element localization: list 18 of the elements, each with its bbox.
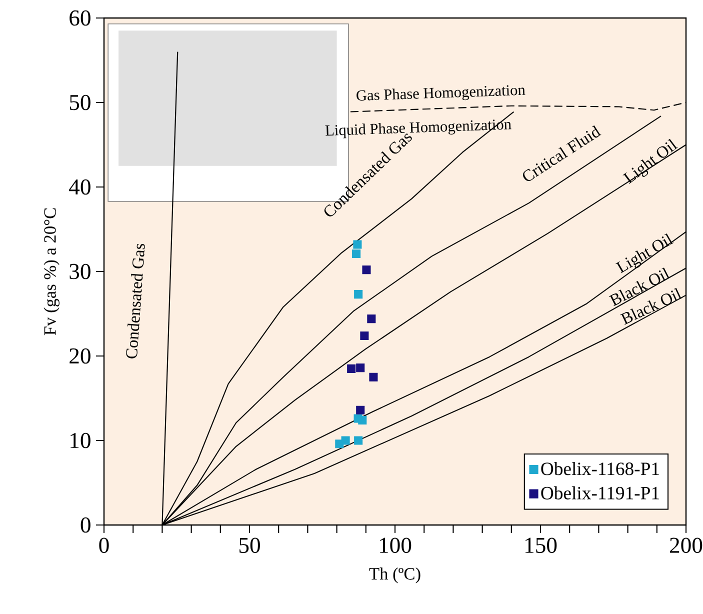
legend-label: Obelix-1168-P1 — [541, 462, 659, 476]
x-tick-label: 200 — [670, 538, 702, 554]
y-tick-label: 0 — [80, 517, 90, 533]
y-tick-label: 30 — [70, 264, 90, 280]
x-tick-label: 150 — [525, 538, 557, 554]
x-tick-label: 50 — [239, 538, 260, 554]
y-axis-title: Fv (gas %) a 20°C — [44, 208, 60, 336]
y-tick-label: 50 — [70, 94, 90, 110]
legend-label: Obelix-1191-P1 — [541, 486, 659, 500]
y-tick-label: 20 — [70, 348, 90, 364]
y-tick-label: 40 — [69, 179, 90, 195]
x-axis-title: Th (ºC) — [369, 567, 420, 584]
annotation: Condensated Gas — [126, 244, 145, 358]
y-tick-label: 60 — [70, 10, 90, 26]
x-tick-label: 100 — [380, 538, 412, 554]
x-tick-label: 0 — [99, 538, 109, 554]
annotation: Gas Phase Homogenization — [356, 85, 526, 101]
y-tick-label: 10 — [70, 432, 90, 448]
